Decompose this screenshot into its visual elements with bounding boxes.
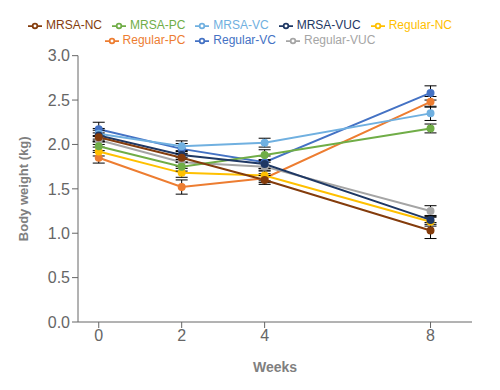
html-text:Regular-PC: Regular-PC <box>122 32 186 47</box>
html-text:Regular-NC: Regular-NC <box>388 18 452 32</box>
html-text:Regular-VUC: Regular-VUC <box>304 32 376 47</box>
svg-text:1.0: 1.0 <box>48 225 70 242</box>
svg-text:Body weight (kg): Body weight (kg) <box>16 136 31 241</box>
html-text:MRSA-PC: MRSA-PC <box>130 18 186 32</box>
svg-text:2.5: 2.5 <box>48 92 70 109</box>
svg-text:0.0: 0.0 <box>48 314 70 331</box>
svg-text:Weeks: Weeks <box>253 359 297 375</box>
svg-text:0: 0 <box>94 327 103 344</box>
html-text:MRSA-NC: MRSA-NC <box>46 18 102 32</box>
html-text:Regular-VC: Regular-VC <box>213 32 276 47</box>
svg-text:3.0: 3.0 <box>48 47 70 64</box>
html-text:MRSA-VUC: MRSA-VUC <box>296 18 361 32</box>
svg-text:2.0: 2.0 <box>48 136 70 153</box>
svg-text:1.5: 1.5 <box>48 181 70 198</box>
html-text:MRSA-VC: MRSA-VC <box>213 18 269 32</box>
svg-text:2: 2 <box>177 327 186 344</box>
svg-text:0.5: 0.5 <box>48 269 70 286</box>
svg-text:8: 8 <box>426 327 435 344</box>
svg-text:4: 4 <box>260 327 269 344</box>
